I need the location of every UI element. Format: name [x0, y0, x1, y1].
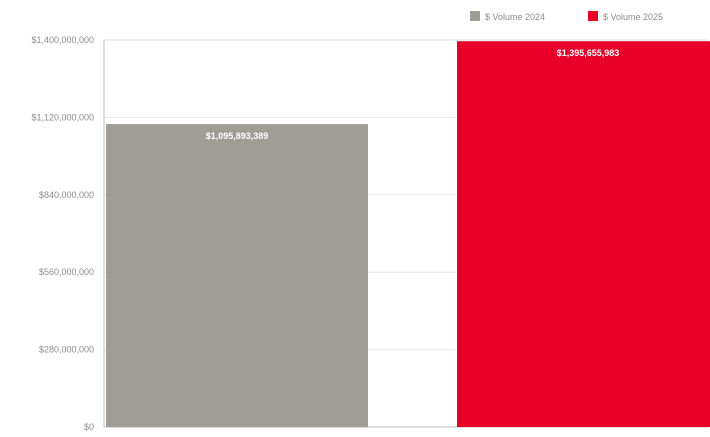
y-tick-label: $280,000,000 [39, 345, 94, 355]
bar-data-label-1: $1,095,893,389 [206, 131, 269, 141]
y-tick-label: $840,000,000 [39, 190, 94, 200]
bar-data-label-2: $1,395,655,983 [557, 48, 620, 58]
bar-2 [457, 41, 710, 428]
bar-1 [106, 124, 368, 428]
legend-swatch-1 [470, 11, 480, 21]
legend-label-2: $ Volume 2025 [603, 12, 663, 22]
legend-swatch-2 [588, 11, 598, 21]
y-tick-label: $1,120,000,000 [31, 112, 94, 122]
legend-label-1: $ Volume 2024 [485, 12, 545, 22]
y-tick-label: $1,400,000,000 [31, 35, 94, 45]
y-tick-label: $0 [84, 422, 94, 432]
y-tick-label: $560,000,000 [39, 267, 94, 277]
